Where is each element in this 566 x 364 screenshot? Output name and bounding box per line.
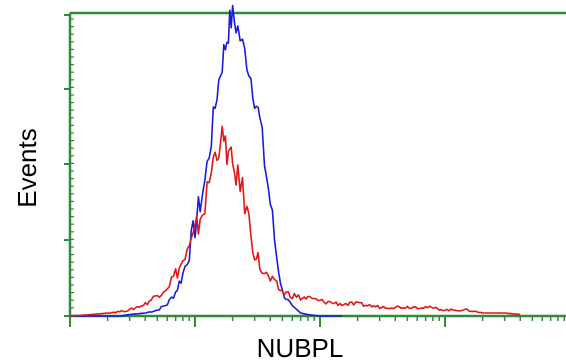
y-axis-label: Events (12, 128, 42, 208)
series-layer (69, 4, 521, 317)
axis-ticks (64, 14, 566, 327)
red-histogram-line (69, 125, 521, 317)
blue-histogram-line (70, 4, 342, 317)
plot-frame (68, 11, 566, 318)
x-axis-label: NUBPL (257, 333, 344, 363)
